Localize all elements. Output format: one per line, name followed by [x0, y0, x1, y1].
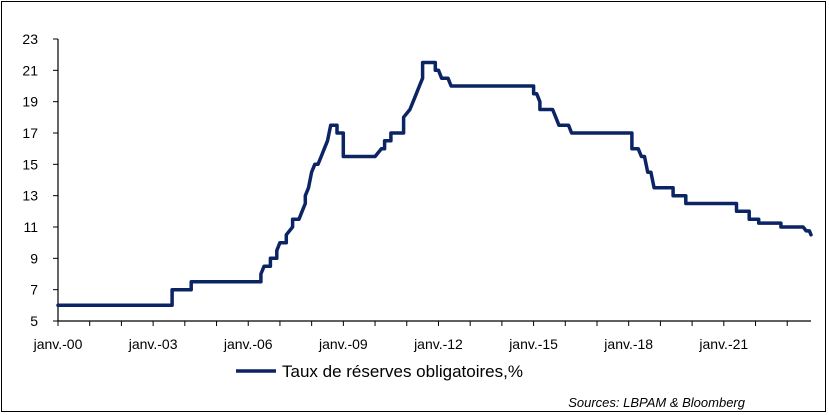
y-tick-label: 21 [22, 62, 38, 78]
plot-area [56, 60, 813, 308]
y-tick-label: 19 [22, 94, 38, 110]
y-tick-label: 11 [23, 219, 38, 235]
x-tick-label: janv.-12 [413, 336, 463, 352]
series-line [56, 60, 813, 308]
source-note: Sources: LBPAM & Bloomberg [568, 395, 746, 410]
y-tick-label: 15 [22, 156, 38, 172]
x-tick-label: janv.-06 [223, 336, 273, 352]
x-tick-label: janv.-18 [603, 336, 653, 352]
x-tick-label: janv.-00 [33, 336, 83, 352]
legend: Taux de réserves obligatoires,% [236, 362, 523, 381]
axes: 5 7 9 11 13 15 17 19 21 23 janv.-00 janv.-03 janv.-0… [22, 31, 811, 352]
x-tick-label: janv.-15 [508, 336, 558, 352]
y-tick-label: 7 [30, 282, 38, 298]
x-tick-label: janv.-09 [318, 336, 368, 352]
y-tick-label: 9 [30, 250, 38, 266]
y-tick-label: 13 [22, 188, 38, 204]
y-tick-label: 23 [22, 31, 38, 47]
x-tick-label: janv.-21 [698, 336, 748, 352]
legend-label: Taux de réserves obligatoires,% [282, 362, 523, 381]
y-tick-label: 17 [22, 125, 38, 141]
y-tick-label: 5 [30, 313, 38, 329]
x-tick-label: janv.-03 [128, 336, 178, 352]
